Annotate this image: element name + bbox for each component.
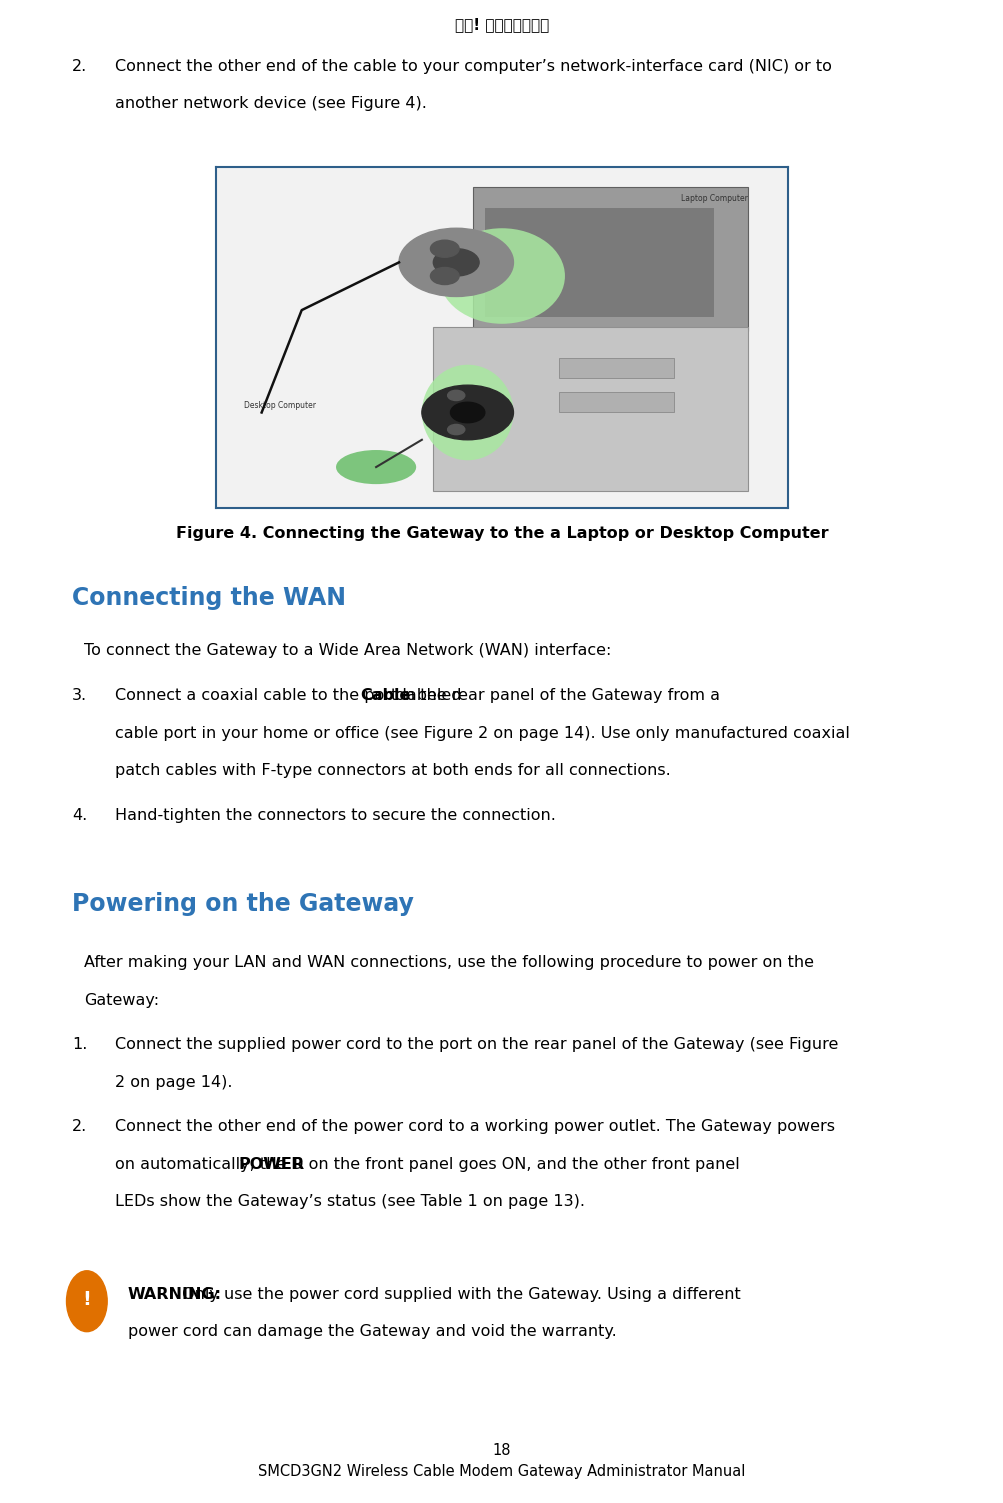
Text: WARNING:: WARNING: (127, 1287, 222, 1302)
FancyBboxPatch shape (473, 188, 747, 331)
Circle shape (430, 268, 458, 284)
Text: Only use the power cord supplied with the Gateway. Using a different: Only use the power cord supplied with th… (177, 1287, 739, 1302)
Text: LEDs show the Gateway’s status (see Table 1 on page 13).: LEDs show the Gateway’s status (see Tabl… (115, 1195, 585, 1210)
Ellipse shape (421, 365, 513, 460)
Text: 2.: 2. (72, 1120, 87, 1135)
Text: LED on the front panel goes ON, and the other front panel: LED on the front panel goes ON, and the … (267, 1157, 739, 1172)
Circle shape (450, 403, 484, 422)
Circle shape (398, 228, 513, 296)
Text: SMCD3GN2 Wireless Cable Modem Gateway Administrator Manual: SMCD3GN2 Wireless Cable Modem Gateway Ad… (258, 1464, 745, 1479)
Text: on the rear panel of the Gateway from a: on the rear panel of the Gateway from a (389, 688, 719, 703)
Circle shape (66, 1272, 107, 1332)
Text: 4.: 4. (72, 809, 87, 824)
Ellipse shape (336, 449, 416, 484)
Text: Connect the supplied power cord to the port on the rear panel of the Gateway (se: Connect the supplied power cord to the p… (115, 1037, 838, 1052)
Text: Cable: Cable (360, 688, 410, 703)
Text: power cord can damage the Gateway and void the warranty.: power cord can damage the Gateway and vo… (127, 1324, 616, 1339)
FancyBboxPatch shape (433, 328, 747, 491)
FancyBboxPatch shape (484, 207, 713, 317)
Circle shape (433, 248, 478, 277)
Text: patch cables with F-type connectors at both ends for all connections.: patch cables with F-type connectors at b… (115, 764, 671, 779)
Text: To connect the Gateway to a Wide Area Network (WAN) interface:: To connect the Gateway to a Wide Area Ne… (84, 643, 611, 658)
FancyBboxPatch shape (559, 358, 673, 379)
Text: Connect a coaxial cable to the port labeled: Connect a coaxial cable to the port labe… (115, 688, 466, 703)
Text: 2.: 2. (72, 59, 87, 74)
Text: Connecting the WAN: Connecting the WAN (72, 586, 346, 610)
Text: Connect the other end of the cable to your computer’s network-interface card (NI: Connect the other end of the cable to yo… (115, 59, 831, 74)
Circle shape (430, 240, 458, 257)
Text: 1.: 1. (72, 1037, 87, 1052)
Text: After making your LAN and WAN connections, use the following procedure to power : After making your LAN and WAN connection… (84, 956, 813, 971)
Text: Gateway:: Gateway: (84, 993, 159, 1009)
Text: Figure 4. Connecting the Gateway to the a Laptop or Desktop Computer: Figure 4. Connecting the Gateway to the … (176, 526, 827, 541)
Text: on automatically, the: on automatically, the (115, 1157, 292, 1172)
Circle shape (421, 385, 513, 440)
Text: 2 on page 14).: 2 on page 14). (115, 1075, 233, 1090)
Circle shape (447, 424, 464, 434)
Text: 錯誤! 尚未定義樣式。: 錯誤! 尚未定義樣式。 (454, 17, 549, 32)
Text: 3.: 3. (72, 688, 87, 703)
Text: 18: 18 (492, 1443, 511, 1458)
Circle shape (447, 391, 464, 400)
Text: Powering on the Gateway: Powering on the Gateway (72, 893, 414, 917)
Text: Desktop Computer: Desktop Computer (245, 401, 316, 410)
Text: another network device (see Figure 4).: another network device (see Figure 4). (115, 96, 427, 111)
Text: POWER: POWER (238, 1157, 304, 1172)
Text: cable port in your home or office (see Figure 2 on page 14). Use only manufactur: cable port in your home or office (see F… (115, 726, 850, 741)
Ellipse shape (438, 228, 565, 323)
Text: Hand-tighten the connectors to secure the connection.: Hand-tighten the connectors to secure th… (115, 809, 556, 824)
FancyBboxPatch shape (559, 392, 673, 412)
Text: !: ! (82, 1291, 91, 1309)
Text: Laptop Computer: Laptop Computer (680, 194, 747, 203)
Text: Connect the other end of the power cord to a working power outlet. The Gateway p: Connect the other end of the power cord … (115, 1120, 834, 1135)
